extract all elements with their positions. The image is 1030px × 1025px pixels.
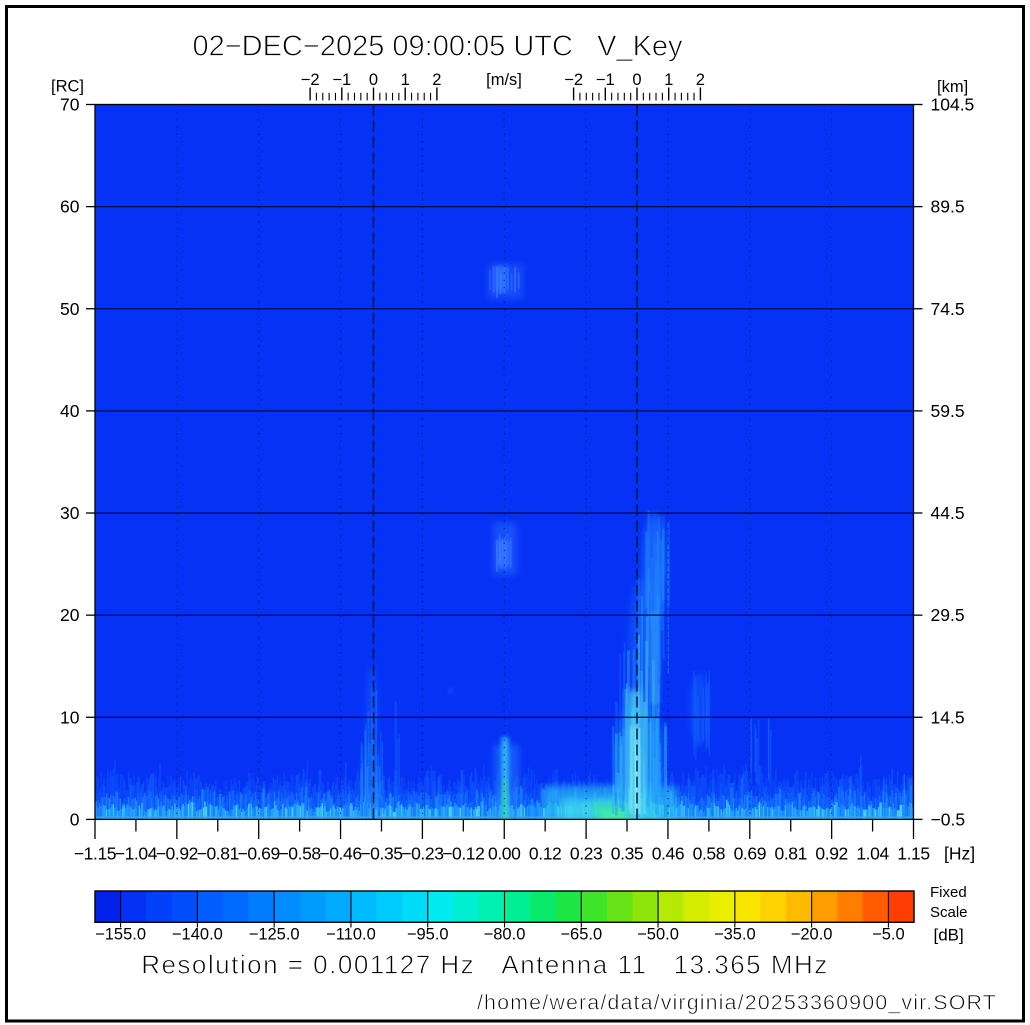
svg-text:0.12: 0.12 [529, 844, 561, 864]
svg-text:0.00: 0.00 [488, 844, 521, 864]
svg-text:−0.5: −0.5 [931, 809, 966, 829]
svg-text:[dB]: [dB] [934, 926, 964, 945]
svg-text:[RC]: [RC] [51, 78, 84, 96]
svg-text:−1.15: −1.15 [74, 844, 116, 864]
svg-text:−140.0: −140.0 [172, 926, 223, 944]
svg-text:74.5: 74.5 [931, 299, 965, 319]
svg-text:1: 1 [401, 71, 410, 89]
svg-text:0.81: 0.81 [774, 844, 806, 864]
svg-text:−1: −1 [596, 71, 615, 89]
svg-text:−2: −2 [301, 71, 320, 89]
svg-text:50: 50 [60, 299, 80, 319]
svg-text:−5.0: −5.0 [872, 926, 905, 944]
svg-text:29.5: 29.5 [931, 605, 965, 625]
svg-text:[m/s]: [m/s] [486, 71, 522, 89]
svg-text:104.5: 104.5 [931, 95, 975, 115]
svg-text:[Hz]: [Hz] [944, 844, 975, 864]
svg-text:44.5: 44.5 [931, 503, 965, 523]
svg-text:−95.0: −95.0 [407, 926, 449, 944]
svg-text:[km]: [km] [937, 78, 968, 96]
svg-text:0.92: 0.92 [815, 844, 847, 864]
svg-text:40: 40 [60, 401, 80, 421]
svg-text:−1.04: −1.04 [115, 844, 158, 864]
svg-text:−0.35: −0.35 [360, 844, 402, 864]
svg-text:0.35: 0.35 [611, 844, 643, 864]
svg-text:1: 1 [664, 71, 673, 89]
svg-text:−35.0: −35.0 [714, 926, 756, 944]
svg-text:Fixed: Fixed [930, 884, 967, 901]
svg-text:0.46: 0.46 [652, 844, 684, 864]
svg-text:−155.0: −155.0 [95, 926, 146, 944]
svg-text:0.58: 0.58 [693, 844, 725, 864]
svg-text:−125.0: −125.0 [249, 926, 300, 944]
svg-text:−2: −2 [564, 71, 583, 89]
svg-text:2: 2 [432, 71, 441, 89]
svg-text:−0.23: −0.23 [401, 844, 443, 864]
svg-text:2: 2 [696, 71, 705, 89]
svg-text:−0.92: −0.92 [156, 844, 198, 864]
svg-text:−0.69: −0.69 [238, 844, 280, 864]
svg-text:−1: −1 [332, 71, 351, 89]
svg-text:−80.0: −80.0 [484, 926, 526, 944]
svg-text:/home/wera/data/virginia/20253: /home/wera/data/virginia/20253360900_vir… [477, 991, 997, 1015]
svg-text:−20.0: −20.0 [791, 926, 833, 944]
svg-text:70: 70 [60, 95, 80, 115]
svg-text:60: 60 [60, 197, 80, 217]
svg-text:Resolution = 0.001127 Hz Ant: Resolution = 0.001127 Hz Antenna 11 13.3… [141, 950, 829, 980]
svg-text:1.04: 1.04 [856, 844, 889, 864]
svg-text:1.15: 1.15 [897, 844, 929, 864]
svg-text:−65.0: −65.0 [560, 926, 602, 944]
svg-text:−0.12: −0.12 [442, 844, 484, 864]
svg-text:0: 0 [369, 71, 378, 89]
svg-text:0: 0 [70, 809, 80, 829]
svg-text:02−DEC−2025 09:00:05 UTC V_K: 02−DEC−2025 09:00:05 UTC V_Key [192, 31, 683, 63]
svg-text:0.23: 0.23 [570, 844, 602, 864]
svg-text:10: 10 [60, 707, 80, 727]
svg-text:−0.81: −0.81 [197, 844, 239, 864]
svg-text:−110.0: −110.0 [326, 926, 376, 944]
svg-text:89.5: 89.5 [931, 197, 965, 217]
svg-text:14.5: 14.5 [931, 707, 965, 727]
svg-text:−0.58: −0.58 [278, 844, 320, 864]
svg-text:59.5: 59.5 [931, 401, 965, 421]
svg-text:0: 0 [632, 71, 641, 89]
svg-text:0.69: 0.69 [734, 844, 766, 864]
svg-text:−0.46: −0.46 [319, 844, 361, 864]
svg-text:−50.0: −50.0 [637, 926, 679, 944]
svg-text:Scale: Scale [930, 904, 968, 921]
svg-text:20: 20 [60, 605, 80, 625]
svg-text:30: 30 [60, 503, 80, 523]
